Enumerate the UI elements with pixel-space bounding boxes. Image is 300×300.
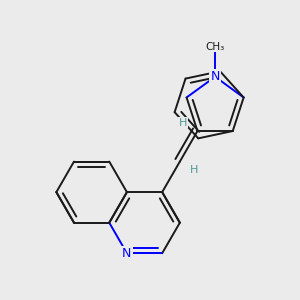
- Text: CH₃: CH₃: [206, 42, 225, 52]
- Text: N: N: [122, 247, 132, 260]
- Text: H: H: [190, 165, 198, 175]
- Text: N: N: [210, 70, 220, 83]
- Text: H: H: [179, 118, 188, 128]
